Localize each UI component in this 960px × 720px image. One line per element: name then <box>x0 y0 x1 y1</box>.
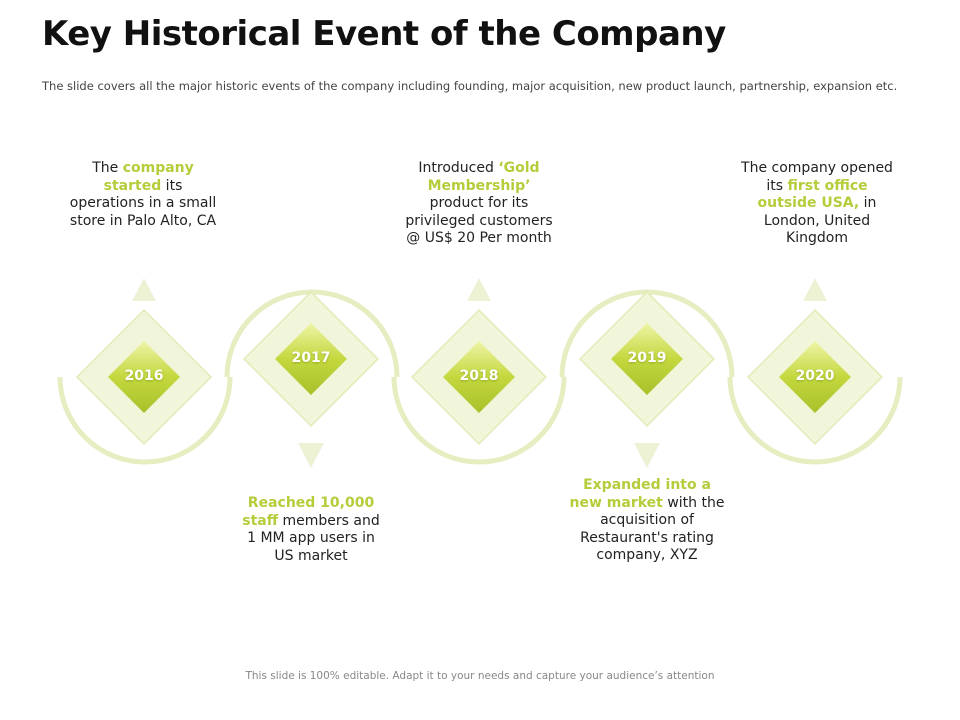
milestone-2019 <box>578 290 716 428</box>
timeline-arc-2020 <box>727 376 903 465</box>
milestone-2016 <box>75 308 213 446</box>
slide-title: Key Historical Event of the Company <box>42 14 726 54</box>
timeline-arc-2016 <box>57 376 233 465</box>
pointer-up-2020 <box>803 278 827 301</box>
event-text-2018: Introduced ‘Gold Membership’ product for… <box>402 160 556 248</box>
year-label-2017: 2017 <box>291 350 331 366</box>
event-text-2019-part2: with the acquisition of Restaurant's rat… <box>580 494 725 564</box>
pointer-up-2018 <box>467 278 491 301</box>
event-text-2018-part2: product for its privileged customers @ U… <box>405 195 553 247</box>
year-label-2016: 2016 <box>124 368 164 384</box>
pointer-down-2019 <box>634 443 660 468</box>
event-text-2020-part2: in London, United Kingdom <box>763 195 877 247</box>
slide-footer: This slide is 100% editable. Adapt it to… <box>245 670 715 682</box>
event-highlight-2019: Expanded into a new market <box>569 477 711 511</box>
slide-subtitle: The slide covers all the major historic … <box>42 79 898 93</box>
milestone-2017 <box>242 290 380 428</box>
event-text-2016: The company started its operations in a … <box>67 160 219 230</box>
pointer-down-2017 <box>298 443 324 468</box>
event-text-2016-part2: its operations in a small store in Palo … <box>69 177 217 229</box>
pointer-up-2016 <box>132 278 156 301</box>
event-text-2020-part1: The company opened its <box>741 160 893 194</box>
year-label-2018: 2018 <box>459 368 499 384</box>
event-highlight-2018: ‘Gold Membership’ <box>427 160 540 194</box>
timeline-arc-2018 <box>391 376 567 465</box>
milestone-2018 <box>410 308 548 446</box>
event-text-2018-part1: Introduced <box>418 160 499 176</box>
event-highlight-2017: Reached 10,000 staff <box>242 495 375 529</box>
event-highlight-2020: first office outside USA, <box>757 177 868 212</box>
event-text-2017: Reached 10,000 staff members and 1 MM ap… <box>236 495 386 565</box>
event-text-2017-part2: members and 1 MM app users in US market <box>247 512 380 564</box>
year-label-2020: 2020 <box>795 368 835 384</box>
event-highlight-2016: company started <box>103 160 194 194</box>
milestone-2020 <box>746 308 884 446</box>
event-text-2019: Expanded into a new market with the acqu… <box>569 477 725 565</box>
event-text-2020: The company opened its first office outs… <box>735 160 899 248</box>
event-text-2016-part1: The <box>92 160 123 176</box>
year-label-2019: 2019 <box>627 350 667 366</box>
